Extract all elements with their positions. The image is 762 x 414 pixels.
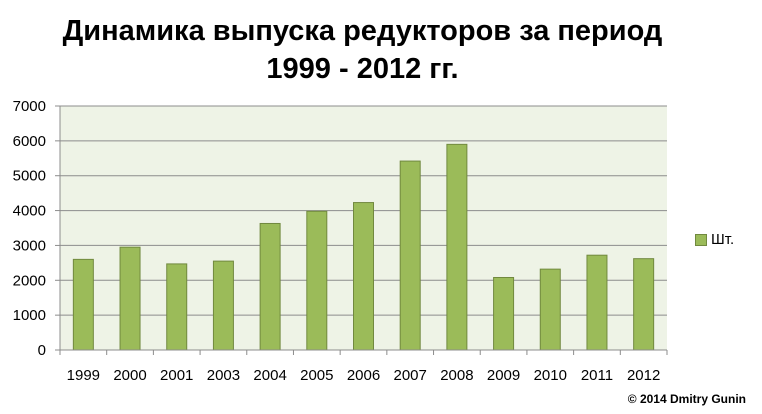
bar-2000 bbox=[119, 246, 141, 351]
bar-2012 bbox=[633, 258, 655, 351]
bar-2007 bbox=[399, 160, 421, 351]
y-tick-label: 0 bbox=[38, 342, 46, 359]
bar-2004 bbox=[259, 222, 281, 351]
chart-title-line-2: 1999 - 2012 гг. bbox=[266, 53, 459, 85]
y-tick-label: 4000 bbox=[13, 203, 46, 220]
bars bbox=[72, 143, 655, 351]
legend-label: Шт. bbox=[711, 231, 735, 248]
y-tick-label: 2000 bbox=[13, 272, 46, 289]
x-tick-label: 2012 bbox=[627, 367, 660, 384]
y-tick-label: 5000 bbox=[13, 168, 46, 185]
x-tick-label: 2000 bbox=[113, 367, 146, 384]
x-tick-label: 1999 bbox=[67, 367, 100, 384]
x-tick-label: 2011 bbox=[581, 367, 613, 384]
bar-2011 bbox=[586, 254, 608, 351]
y-tick-label: 6000 bbox=[13, 133, 46, 150]
x-tick-labels: 1999 2000 2001 2003 2004 2005 2006 2007 2008 2009… bbox=[67, 367, 661, 384]
bar-1999 bbox=[72, 258, 94, 351]
y-tick-label: 3000 bbox=[13, 237, 46, 254]
x-tick-label: 2007 bbox=[394, 367, 427, 384]
legend: Шт. bbox=[695, 231, 734, 248]
chart-title: Динамика выпуска редукторов за период 19… bbox=[0, 12, 725, 88]
bar-2006 bbox=[353, 202, 374, 351]
y-tick-label: 7000 bbox=[13, 98, 46, 115]
x-tick-label: 2004 bbox=[253, 367, 286, 384]
chart-title-line-1: Динамика выпуска редукторов за период bbox=[62, 15, 663, 47]
bar-2005 bbox=[306, 210, 328, 351]
y-tick-label: 1000 bbox=[13, 307, 46, 324]
bar-2008 bbox=[446, 143, 468, 351]
x-tick-label: 2008 bbox=[440, 367, 473, 384]
y-tick-labels: 0 1000 2000 3000 4000 5000 6000 7000 bbox=[13, 98, 46, 359]
bar-2001 bbox=[166, 263, 188, 351]
bar-2009 bbox=[493, 276, 515, 351]
axes bbox=[59, 106, 667, 351]
x-tick-label: 2005 bbox=[300, 367, 333, 384]
bar-2003 bbox=[212, 260, 234, 351]
x-tick-label: 2009 bbox=[487, 367, 520, 384]
x-tick-label: 2006 bbox=[347, 367, 380, 384]
x-tick-label: 2010 bbox=[534, 367, 567, 384]
x-tick-label: 2001 bbox=[160, 367, 193, 384]
legend-swatch bbox=[695, 233, 707, 246]
copyright-credit: © 2014 Dmitry Gunin bbox=[627, 392, 746, 406]
bar-2010 bbox=[539, 268, 561, 351]
x-tick-label: 2003 bbox=[207, 367, 240, 384]
